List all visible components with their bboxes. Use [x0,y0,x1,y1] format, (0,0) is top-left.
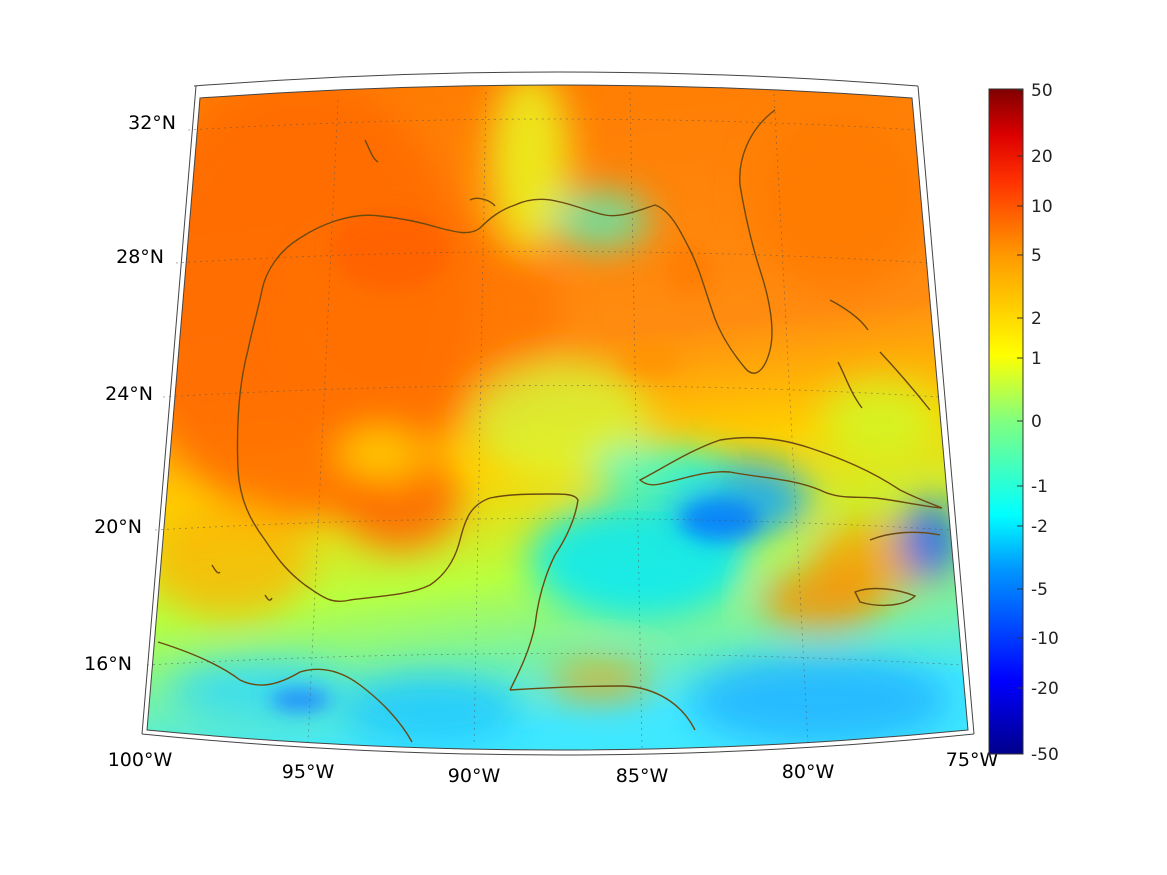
colorbar-tick-label: -1 [1031,477,1048,497]
colorbar-tick-label: 1 [1031,349,1042,369]
lon-label-95w: 95°W [282,761,335,783]
lon-label-90w: 90°W [448,765,501,787]
colorbar-tick-label: -5 [1031,580,1048,600]
coastlines [157,109,943,743]
colorbar-tick-label: 10 [1031,197,1053,217]
colorbar-tick-label: 5 [1031,246,1042,266]
map-frame [141,71,975,756]
latitude-labels: 32°N 28°N 24°N 20°N 16°N [84,112,176,675]
lon-label-75w: 75°W [946,749,999,771]
lon-label-100w: 100°W [108,749,173,771]
longitude-labels: 100°W 95°W 90°W 85°W 80°W 75°W [108,749,999,787]
lat-label-20n: 20°N [94,516,142,538]
anomaly-field [147,85,968,750]
colorbar-tick-label: 20 [1031,147,1053,167]
lon-label-85w: 85°W [616,765,669,787]
colorbar-tick-label: 2 [1031,309,1042,329]
lat-label-32n: 32°N [128,112,176,134]
colorbar-tick-label: -10 [1031,629,1059,649]
colorbar-tick-label: -2 [1031,517,1048,537]
lat-label-28n: 28°N [116,246,164,268]
colorbar-tick-label: 0 [1031,412,1042,432]
colorbar-tick-label: 50 [1031,81,1053,101]
colorbar-tick-label: -50 [1031,745,1059,765]
lon-label-80w: 80°W [782,761,835,783]
colorbar-tick-label: -20 [1031,679,1059,699]
lat-label-16n: 16°N [84,653,132,675]
graticule [146,91,964,749]
lat-label-24n: 24°N [105,383,153,405]
